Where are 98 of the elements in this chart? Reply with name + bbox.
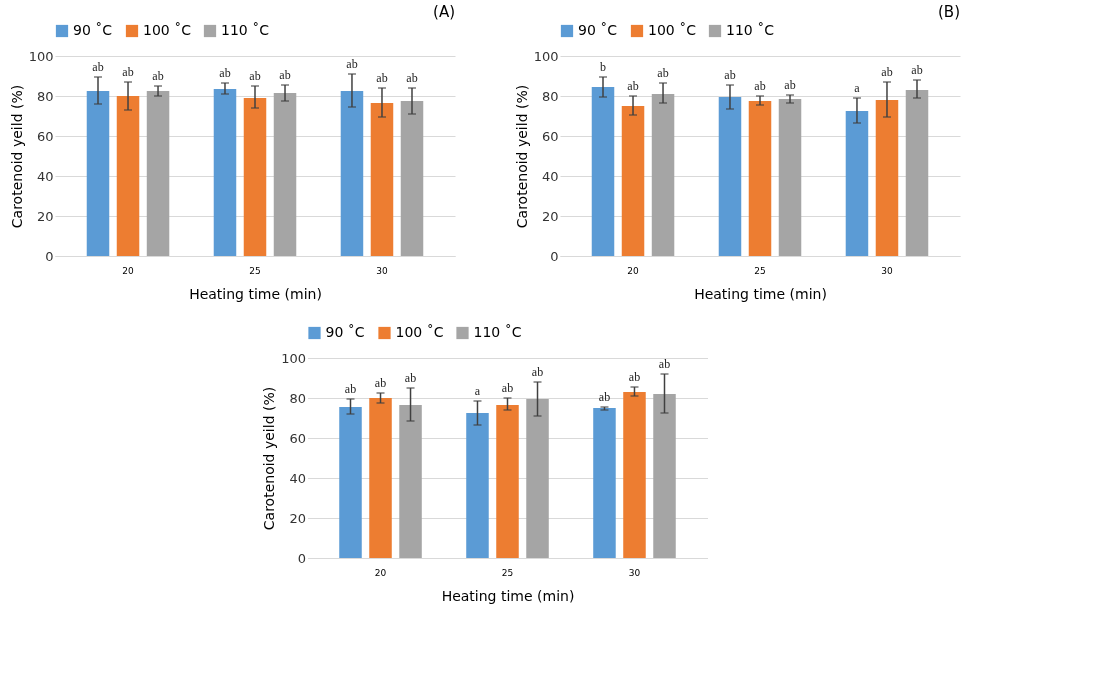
bar: [370, 103, 394, 256]
x-tick-label: 20: [627, 265, 640, 276]
bar: [905, 90, 929, 256]
bar: [86, 91, 110, 256]
data-label: b: [600, 60, 606, 74]
y-tick-label: 80: [36, 88, 54, 104]
bar: [748, 101, 772, 256]
y-tick-label: 80: [541, 88, 559, 104]
bar: [651, 94, 675, 256]
legend-label: 100 ˚C: [648, 22, 697, 38]
data-label: ab: [376, 71, 388, 85]
x-tick-label: 30: [628, 567, 641, 578]
bar: [496, 405, 519, 558]
bar: [623, 392, 646, 558]
bar: [526, 399, 549, 558]
y-tick-label: 60: [541, 128, 559, 144]
bar: [400, 101, 424, 256]
x-tick-label: 20: [374, 567, 387, 578]
bar: [116, 96, 140, 256]
bar: [875, 100, 899, 256]
x-axis-title: Heating time (min): [441, 587, 575, 604]
legend-label: 110 ˚C: [221, 22, 270, 38]
legend-label: 90 ˚C: [325, 324, 365, 340]
data-label: ab: [754, 79, 766, 93]
bar: [399, 405, 422, 558]
x-tick-label: 25: [754, 265, 766, 276]
bar: [466, 413, 489, 558]
bar: [621, 106, 645, 256]
data-label: ab: [724, 68, 736, 82]
y-tick-label: 40: [289, 470, 306, 486]
bar: [243, 98, 267, 256]
legend-label: 100 ˚C: [395, 324, 444, 340]
y-tick-label: 20: [289, 510, 306, 526]
y-tick-label: 100: [281, 350, 306, 366]
x-tick-label: 25: [249, 265, 261, 276]
data-label: ab: [344, 382, 357, 396]
y-tick-label: 80: [289, 390, 306, 406]
y-tick-label: 100: [28, 48, 54, 64]
x-axis-title: Heating time (min): [189, 285, 322, 302]
legend-label: 90 ˚C: [578, 22, 618, 38]
bar: [273, 93, 297, 256]
bar: [593, 408, 616, 558]
y-tick-label: 40: [36, 168, 54, 184]
x-tick-label: 25: [501, 567, 514, 578]
data-label: ab: [531, 365, 544, 379]
bar: [778, 99, 802, 256]
bar: [146, 91, 170, 256]
data-label: ab: [122, 65, 134, 79]
x-tick-label: 30: [376, 265, 388, 276]
y-tick-label: 0: [550, 248, 559, 264]
data-label: a: [474, 384, 481, 398]
data-label: ab: [152, 69, 164, 83]
data-label: ab: [658, 357, 671, 371]
bar: [369, 398, 392, 558]
bar: [718, 97, 742, 256]
y-tick-label: 20: [541, 208, 559, 224]
data-label: ab: [346, 57, 358, 71]
data-label: ab: [657, 66, 669, 80]
chart-title: (A): [433, 3, 455, 21]
y-tick-label: 60: [36, 128, 54, 144]
bar: [653, 394, 676, 558]
data-label: ab: [881, 65, 893, 79]
data-label: ab: [628, 370, 641, 384]
data-label: ab: [598, 390, 611, 404]
y-tick-label: 0: [45, 248, 54, 264]
bar: [213, 89, 237, 256]
legend-label: 110 ˚C: [726, 22, 775, 38]
legend-label: 110 ˚C: [473, 324, 522, 340]
y-axis-title: Carotenoid yeild (%): [513, 84, 530, 229]
data-label: ab: [406, 71, 418, 85]
data-label: ab: [404, 371, 417, 385]
data-label: ab: [249, 69, 261, 83]
bar: [845, 111, 869, 256]
data-label: ab: [501, 381, 514, 395]
data-label: ab: [374, 376, 387, 390]
y-tick-label: 0: [297, 550, 306, 566]
legend-label: 90 ˚C: [73, 22, 113, 38]
bar: [340, 91, 364, 256]
legend-label: 100 ˚C: [143, 22, 192, 38]
data-label: ab: [279, 68, 291, 82]
data-label: ab: [92, 60, 104, 74]
y-tick-label: 60: [289, 430, 306, 446]
data-label: ab: [911, 63, 923, 77]
x-axis-title: Heating time (min): [694, 285, 827, 302]
data-label: ab: [219, 66, 231, 80]
y-tick-label: 100: [533, 48, 559, 64]
bar: [591, 87, 615, 256]
data-label: ab: [627, 79, 639, 93]
y-axis-title: Carotenoid yeild (%): [261, 386, 278, 531]
y-tick-label: 40: [541, 168, 559, 184]
chart-title: (B): [938, 3, 960, 21]
y-axis-title: Carotenoid yeild (%): [8, 84, 25, 229]
x-tick-label: 20: [122, 265, 135, 276]
x-tick-label: 30: [881, 265, 893, 276]
y-tick-label: 20: [36, 208, 54, 224]
data-label: ab: [784, 78, 796, 92]
data-label: a: [854, 81, 861, 95]
bar: [339, 407, 362, 558]
